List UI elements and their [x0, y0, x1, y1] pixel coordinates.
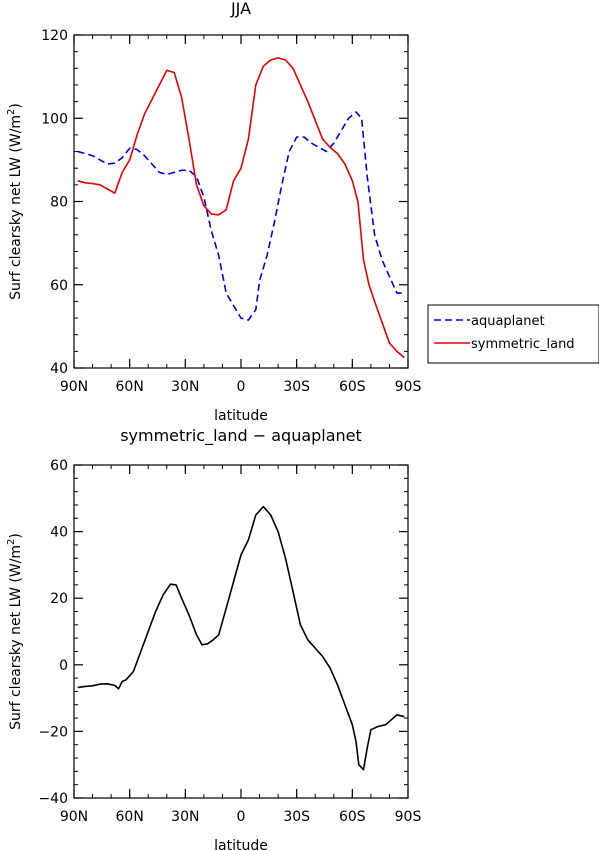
- x-tick-label: 0: [237, 809, 246, 825]
- legend-label-aquaplanet: aquaplanet: [471, 314, 545, 329]
- top-chart-ticks: 90N 60N 30N 0 30S 60S 90S 40 60 80 100 120: [41, 28, 421, 395]
- x-tick-label: 0: [237, 379, 246, 395]
- y-tick-label: 80: [50, 195, 68, 211]
- top-chart-ylabel: Surf clearsky net LW (W/m2): [6, 103, 24, 300]
- legend-label-symmetric-land: symmetric_land: [471, 337, 575, 352]
- y-tick-label: −40: [38, 791, 68, 807]
- bottom-chart-ylabel: Surf clearsky net LW (W/m2): [6, 533, 24, 730]
- series-line-symmetric-land: [77, 57, 405, 359]
- y-tick-label: 60: [50, 278, 68, 294]
- top-chart-series: [77, 57, 405, 359]
- top-chart-xlabel: latitude: [214, 408, 268, 424]
- legend: aquaplanet symmetric_land: [427, 304, 599, 364]
- y-tick-label: 20: [50, 591, 68, 607]
- top-chart-title: JJA: [230, 0, 251, 18]
- x-tick-label: 90S: [395, 379, 422, 395]
- bottom-chart-series: [77, 505, 405, 771]
- bottom-chart-title: symmetric_land − aquaplanet: [120, 426, 362, 446]
- bottom-chart-xlabel: latitude: [214, 838, 268, 851]
- y-tick-label: 100: [41, 111, 68, 127]
- x-tick-label: 30S: [283, 809, 310, 825]
- x-tick-label: 30N: [171, 809, 199, 825]
- y-tick-label: −20: [38, 724, 68, 740]
- series-line-difference: [77, 505, 405, 771]
- x-tick-label: 90N: [60, 809, 88, 825]
- x-tick-label: 30S: [283, 379, 310, 395]
- bottom-chart: symmetric_land − aquaplanet 90N 60N 30N 0 30…: [6, 426, 421, 851]
- y-tick-label: 40: [50, 361, 68, 377]
- bottom-chart-frame: [73, 464, 409, 799]
- x-tick-label: 60S: [339, 809, 366, 825]
- series-line-aquaplanet: [77, 111, 405, 321]
- y-tick-label: 60: [50, 458, 68, 474]
- y-tick-label: 40: [50, 525, 68, 541]
- y-tick-label: 0: [59, 658, 68, 674]
- x-tick-label: 90S: [395, 809, 422, 825]
- top-chart: JJA 90N 60N 30N 0 30S 60S 90S 40 60 80 100 120 lati…: [6, 0, 421, 424]
- x-tick-label: 90N: [60, 379, 88, 395]
- bottom-chart-ticks: 90N 60N 30N 0 30S 60S 90S −40 −20 0 20 40 60: [38, 458, 421, 825]
- y-tick-label: 120: [41, 28, 68, 44]
- x-tick-label: 60S: [339, 379, 366, 395]
- x-tick-label: 60N: [116, 379, 144, 395]
- x-tick-label: 60N: [116, 809, 144, 825]
- x-tick-label: 30N: [171, 379, 199, 395]
- legend-box: [427, 304, 599, 364]
